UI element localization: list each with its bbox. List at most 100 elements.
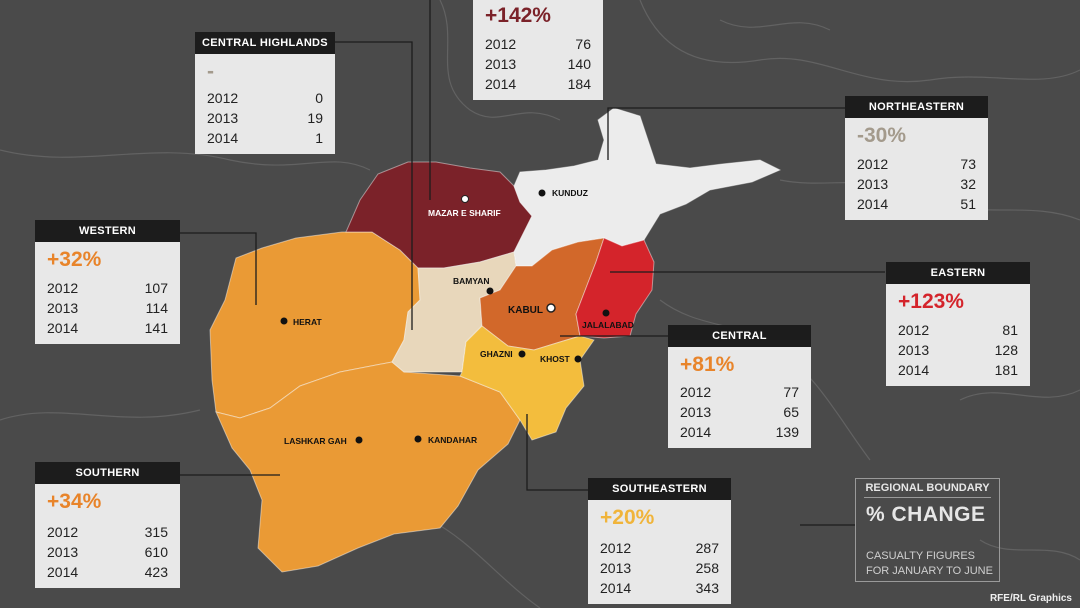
row-central-highlands-2012: 2012 0 [207,88,323,108]
change-eastern: +123% [898,290,964,313]
change-central: +81% [680,353,735,376]
change-northern: +142% [485,4,551,27]
row-western-2012: 2012 107 [47,278,168,298]
row-southeastern-2014: 2014 343 [600,578,719,598]
rows-northern: 2012 76 2013 140 2014 184 [485,34,591,94]
year: 2012 [600,540,632,556]
city-label-ghazni: GHAZNI [480,349,513,359]
year: 2013 [47,544,79,560]
value: 107 [144,280,168,296]
value: 181 [994,362,1018,378]
value: 128 [994,342,1018,358]
change-northeastern: -30% [857,124,907,147]
rows-northeastern: 2012 73 2013 32 2014 51 [857,154,976,214]
year: 2014 [47,564,79,580]
row-eastern-2014: 2014 181 [898,360,1018,380]
row-southern-2013: 2013 610 [47,542,168,562]
city-label-mazar: MAZAR E SHARIF [428,208,501,218]
row-southeastern-2013: 2013 258 [600,558,719,578]
value: 65 [783,404,799,420]
year: 2014 [898,362,930,378]
year: 2013 [857,176,889,192]
row-eastern-2012: 2012 81 [898,320,1018,340]
row-central-2014: 2014 139 [680,422,799,442]
value: 610 [144,544,168,560]
header-eastern: EASTERN [886,262,1030,284]
city-label-herat: HERAT [293,317,322,327]
header-western: WESTERN [35,220,180,242]
city-label-lashkar: LASHKAR GAH [284,436,347,446]
value: 32 [960,176,976,192]
value: 19 [307,110,323,126]
city-label-khost: KHOST [540,354,571,364]
row-central-2012: 2012 77 [680,382,799,402]
year: 2014 [600,580,632,596]
region-box-central: CENTRAL +81% 2012 77 2013 65 2014 139 [668,325,811,448]
row-eastern-2013: 2013 128 [898,340,1018,360]
legend-boundary: REGIONAL BOUNDARY [865,482,990,494]
city-dot-khost [574,355,582,363]
value: 73 [960,156,976,172]
row-central-highlands-2013: 2013 19 [207,108,323,128]
row-central-highlands-2014: 2014 1 [207,128,323,148]
region-southern-shape [215,361,521,573]
row-northern-2014: 2014 184 [485,74,591,94]
value: 1 [315,130,323,146]
year: 2012 [680,384,712,400]
legend-change: % CHANGE [866,503,986,526]
region-box-northern: +142% 2012 76 2013 140 2014 184 [473,0,603,100]
region-box-central-highlands: CENTRAL HIGHLANDS - 2012 0 2013 19 2014 1 [195,32,335,154]
city-dot-mazar [461,195,469,203]
city-dot-bamyan [486,287,494,295]
city-label-kunduz: KUNDUZ [552,188,588,198]
value: 51 [960,196,976,212]
city-dot-lashkar [355,436,363,444]
city-label-bamyan: BAMYAN [453,276,490,286]
connector-lines [180,0,885,526]
year: 2012 [857,156,889,172]
change-central-highlands: - [207,60,214,83]
region-southeastern-shape [459,325,595,441]
city-label-kabul: KABUL [508,305,543,316]
value: 184 [567,76,591,92]
region-box-southeastern: SOUTHEASTERN +20% 2012 287 2013 258 2014 34… [588,478,731,604]
year: 2013 [207,110,239,126]
rows-central: 2012 77 2013 65 2014 139 [680,382,799,442]
row-western-2013: 2013 114 [47,298,168,318]
year: 2014 [207,130,239,146]
row-central-2013: 2013 65 [680,402,799,422]
city-dot-kunduz [538,189,546,197]
value: 76 [575,36,591,52]
year: 2013 [485,56,517,72]
legend-note: CASUALTY FIGURES FOR JANUARY TO JUNE [866,550,993,577]
value: 81 [1002,322,1018,338]
city-dot-kabul [546,303,556,313]
header-southeastern: SOUTHEASTERN [588,478,731,500]
region-box-eastern: EASTERN +123% 2012 81 2013 128 2014 181 [886,262,1030,386]
change-western: +32% [47,248,102,271]
value: 315 [144,524,168,540]
value: 114 [145,300,168,316]
region-northeastern-shape [513,107,782,267]
city-markers: MAZAR E SHARIF KUNDUZ BAMYAN KABUL JALAL… [280,188,634,446]
year: 2012 [485,36,517,52]
rows-eastern: 2012 81 2013 128 2014 181 [898,320,1018,380]
city-dot-jalalabad [602,309,610,317]
city-label-jalalabad: JALALABAD [582,320,634,330]
rows-southern: 2012 315 2013 610 2014 423 [47,522,168,582]
year: 2012 [898,322,930,338]
year: 2012 [47,524,79,540]
rows-western: 2012 107 2013 114 2014 141 [47,278,168,338]
value: 139 [775,424,799,440]
rows-southeastern: 2012 287 2013 258 2014 343 [600,538,719,598]
year: 2014 [47,320,79,336]
region-box-western: WESTERN +32% 2012 107 2013 114 2014 141 [35,220,180,344]
row-southern-2014: 2014 423 [47,562,168,582]
value: 343 [695,580,719,596]
city-dot-kandahar [414,435,422,443]
header-central-highlands: CENTRAL HIGHLANDS [195,32,335,54]
value: 287 [695,540,719,556]
value: 0 [315,90,323,106]
year: 2014 [485,76,517,92]
